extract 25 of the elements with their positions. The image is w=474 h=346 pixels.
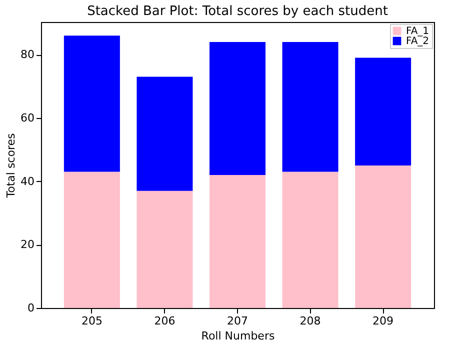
x-tick-label: 208 bbox=[300, 314, 321, 328]
legend-label: FA_2 bbox=[406, 36, 430, 47]
x-tick-label: 205 bbox=[81, 314, 102, 328]
y-tick-label: 20 bbox=[20, 238, 34, 252]
y-tick-label: 0 bbox=[28, 302, 34, 314]
x-tick-label: 206 bbox=[154, 314, 176, 328]
bar bbox=[282, 172, 338, 308]
bar bbox=[282, 42, 338, 172]
bar bbox=[64, 172, 120, 308]
x-axis-title: Roll Numbers bbox=[201, 330, 275, 342]
y-tick-label: 60 bbox=[20, 111, 34, 124]
x-tick-label: 209 bbox=[372, 314, 394, 328]
bar bbox=[64, 36, 120, 172]
y-axis-title: Total scores bbox=[4, 133, 18, 199]
x-tick-label: 207 bbox=[227, 314, 248, 328]
y-tick-label: 40 bbox=[20, 174, 34, 188]
bar bbox=[210, 42, 266, 175]
chart-title: Stacked Bar Plot: Total scores by each student bbox=[87, 4, 388, 19]
bar bbox=[355, 58, 412, 166]
bar bbox=[210, 174, 266, 308]
bar bbox=[136, 76, 193, 191]
bar bbox=[355, 165, 412, 308]
y-tick-label: 80 bbox=[20, 48, 34, 62]
bar bbox=[136, 190, 193, 308]
legend-label: FA_1 bbox=[406, 26, 430, 37]
